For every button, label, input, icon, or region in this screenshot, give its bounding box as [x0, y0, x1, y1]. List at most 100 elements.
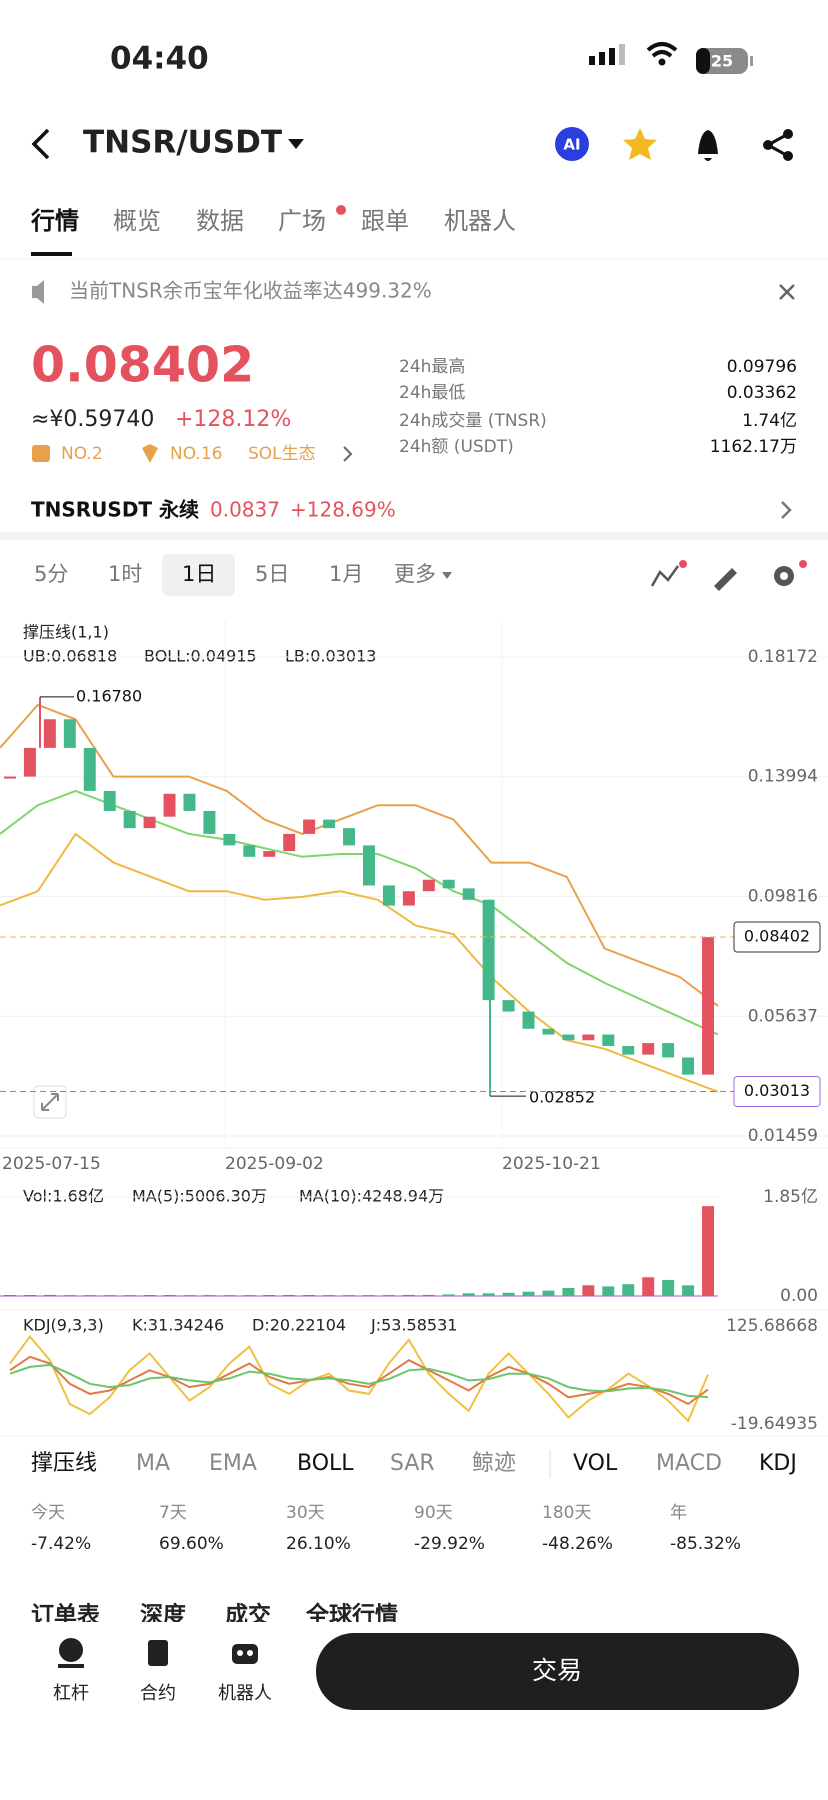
candle	[442, 879, 455, 889]
candle	[382, 885, 395, 906]
y-tick-label: 0.18172	[748, 647, 818, 667]
clock: 04:40	[110, 41, 209, 77]
close-notice[interactable]	[779, 284, 795, 300]
interval[interactable]: 5分	[34, 562, 68, 586]
indicator[interactable]: MACD	[656, 1451, 722, 1476]
volume-bar	[482, 1293, 495, 1296]
y-tick-label: 0.05637	[748, 1006, 818, 1026]
candle	[163, 793, 176, 817]
volume-bar	[323, 1295, 336, 1296]
indicator[interactable]: 撑压线	[31, 1451, 97, 1476]
volume-bar	[3, 1295, 16, 1296]
notice-text: 当前TNSR余币宝年化收益率达499.32%	[69, 279, 432, 303]
stat-label: 24h最低	[399, 383, 465, 403]
x-tick-label: 2025-10-21	[502, 1154, 601, 1174]
kdj-legend: KDJ(9,3,3)	[23, 1316, 104, 1335]
candle	[223, 833, 236, 846]
indicator[interactable]: BOLL	[297, 1451, 354, 1476]
candle	[462, 888, 475, 900]
speaker-icon	[32, 280, 44, 304]
candle	[502, 1000, 515, 1012]
favorite-star[interactable]	[623, 128, 657, 160]
nav-label[interactable]: 杠杆	[53, 1683, 89, 1704]
nav-label[interactable]: 机器人	[218, 1683, 272, 1704]
interval-active-bg	[162, 554, 235, 596]
volume-bar	[223, 1295, 236, 1296]
alert-bell[interactable]	[698, 130, 718, 161]
indicator[interactable]: 鲸迹	[472, 1451, 516, 1476]
ai-button[interactable]	[555, 127, 589, 161]
tab[interactable]: 数据	[196, 207, 244, 235]
tab[interactable]: 概览	[113, 207, 161, 235]
candle	[602, 1034, 615, 1046]
indicator[interactable]: VOL	[573, 1451, 618, 1476]
perf-value: -7.42%	[31, 1534, 91, 1554]
vol-tick-label: 1.85亿	[763, 1187, 818, 1207]
candle	[402, 891, 415, 906]
back-button[interactable]	[31, 128, 50, 160]
volume-bar	[43, 1294, 56, 1296]
candle	[422, 879, 435, 892]
volume-bar	[143, 1295, 156, 1296]
y-tick-label: 0.09816	[748, 886, 818, 906]
perp-price: 0.0837	[210, 498, 280, 522]
volume-bar	[83, 1295, 96, 1296]
volume-bar	[602, 1286, 615, 1296]
indicator[interactable]: MA	[136, 1451, 170, 1476]
interval[interactable]: 5日	[255, 562, 289, 586]
ai-label: AI	[563, 136, 580, 154]
stat-value: 1162.17万	[710, 437, 797, 457]
boll-mid	[0, 789, 719, 1036]
legend-lb: LB:0.03013	[285, 647, 376, 666]
volume-bar	[303, 1295, 316, 1296]
share-button[interactable]	[763, 129, 793, 161]
indicator[interactable]: KDJ	[759, 1451, 797, 1476]
kdj-tick-label: -19.64935	[731, 1414, 818, 1434]
indicator[interactable]: EMA	[209, 1451, 257, 1476]
indicator[interactable]: SAR	[390, 1451, 435, 1476]
interval[interactable]: 1时	[108, 562, 142, 586]
tab[interactable]: 行情	[30, 207, 79, 235]
high-label: 0.16780	[76, 686, 142, 705]
legend-title: 撑压线(1,1)	[23, 623, 109, 642]
nav-label[interactable]: 合约	[140, 1683, 176, 1704]
kdj-k: K:31.34246	[132, 1316, 224, 1335]
chart-tools[interactable]	[650, 560, 807, 591]
interval[interactable]: 更多	[394, 562, 436, 586]
boll-lower	[0, 832, 719, 1093]
volume-bar	[562, 1287, 575, 1296]
candle	[362, 845, 375, 886]
candle	[23, 747, 36, 777]
candle	[642, 1043, 655, 1055]
price-change: +128.12%	[175, 407, 291, 432]
battery-level: 25	[711, 52, 733, 71]
interval[interactable]: 1月	[329, 562, 363, 586]
volume-bar	[542, 1290, 555, 1296]
legend-ub: UB:0.06818	[23, 647, 117, 666]
tab[interactable]: 跟单	[361, 207, 409, 235]
tab[interactable]: 广场	[278, 207, 326, 235]
x-tick-label: 2025-09-02	[225, 1154, 324, 1174]
trade-button[interactable]	[316, 1633, 799, 1710]
expand-button[interactable]	[33, 1085, 67, 1119]
volume-bar	[702, 1206, 715, 1296]
candle	[303, 819, 316, 834]
low-label: 0.02852	[529, 1088, 595, 1107]
volume-bar	[442, 1294, 455, 1296]
candle	[622, 1045, 635, 1055]
interval[interactable]: 1日	[182, 562, 216, 586]
perp-arrow[interactable]	[781, 501, 792, 519]
tab[interactable]: 机器人	[444, 207, 516, 235]
stat-value: 0.03362	[727, 383, 797, 403]
volume-bar	[622, 1284, 635, 1296]
volume-bar	[63, 1295, 76, 1296]
kdj-d: D:20.22104	[252, 1316, 346, 1335]
boll-upper	[0, 703, 719, 1007]
section-gap	[0, 532, 828, 540]
pair-dropdown[interactable]	[288, 139, 304, 149]
badge-icons	[32, 444, 353, 463]
candle	[343, 828, 356, 846]
trade-label: 交易	[532, 1656, 582, 1685]
perf-value: -29.92%	[414, 1534, 485, 1554]
volume-bar	[263, 1295, 276, 1296]
